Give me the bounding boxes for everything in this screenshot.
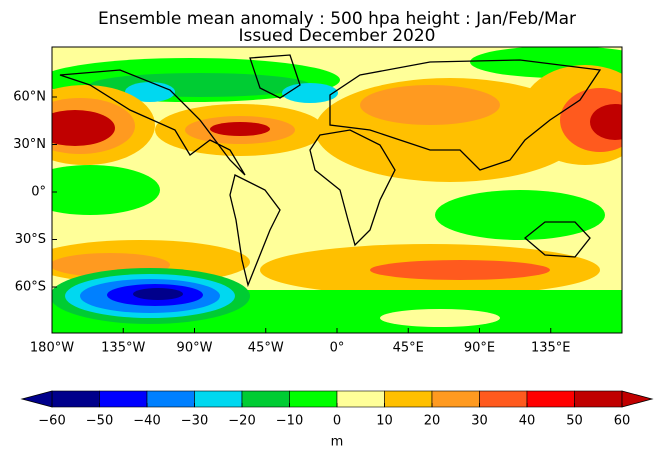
colorbar-tick-label: −30 — [181, 414, 208, 429]
colorbar-tick-label: −20 — [228, 414, 255, 429]
colorbar-bin — [146, 390, 195, 408]
colorbar-bin — [194, 390, 243, 408]
colorbar-tick-label: 10 — [376, 414, 393, 429]
lat-label: 30°N — [13, 137, 46, 152]
colorbar-tick-label: 40 — [519, 414, 536, 429]
colorbar-extend-low — [20, 390, 53, 408]
colorbar-tick-label: −60 — [38, 414, 65, 429]
colorbar-bin — [574, 390, 623, 408]
colorbar-tick-label: −10 — [276, 414, 303, 429]
colorbar-extend-high — [621, 390, 654, 408]
lat-label: 60°N — [13, 90, 46, 105]
colorbar-tick-label: −50 — [86, 414, 113, 429]
lon-label: 0° — [330, 341, 345, 356]
colorbar-tick-label: 20 — [424, 414, 441, 429]
lon-label: 45°W — [248, 341, 284, 356]
axes: 60°N 30°N 0° 30°S 60°S 180°W 135°W 90°W 45°W 0° 45… — [13, 90, 570, 356]
colorbar-tick-label: 60 — [614, 414, 631, 429]
lon-label: 135°E — [531, 341, 571, 356]
lon-label: 90°E — [464, 341, 495, 356]
colorbar-label: m — [331, 435, 344, 450]
lon-label: 45°E — [393, 341, 424, 356]
colorbar-bin — [479, 390, 528, 408]
colorbar: −60 −50 −40 −30 −20 −10 0 10 20 30 40 50 60 m — [20, 390, 654, 450]
colorbar-bin — [289, 390, 338, 408]
lon-label: 180°W — [30, 341, 74, 356]
anomaly-field — [52, 47, 622, 333]
colorbar-tick-label: −40 — [133, 414, 160, 429]
lat-label: 30°S — [15, 232, 46, 247]
colorbar-bin — [336, 390, 385, 408]
colorbar-bin — [526, 390, 575, 408]
colorbar-bin — [384, 390, 433, 408]
subtitle: Issued December 2020 — [239, 26, 436, 46]
lon-label: 90°W — [177, 341, 213, 356]
colorbar-bin — [241, 390, 290, 408]
colorbar-tick-label: 30 — [471, 414, 488, 429]
colorbar-bin — [431, 390, 480, 408]
lat-label: 60°S — [15, 280, 46, 295]
colorbar-tick-label: 50 — [566, 414, 583, 429]
lat-label: 0° — [31, 185, 46, 200]
lon-label: 135°W — [101, 341, 145, 356]
colorbar-tick-label: 0 — [333, 414, 341, 429]
colorbar-bin — [51, 390, 100, 408]
title: Ensemble mean anomaly : 500 hpa height :… — [98, 9, 576, 29]
colorbar-bin — [99, 390, 148, 408]
